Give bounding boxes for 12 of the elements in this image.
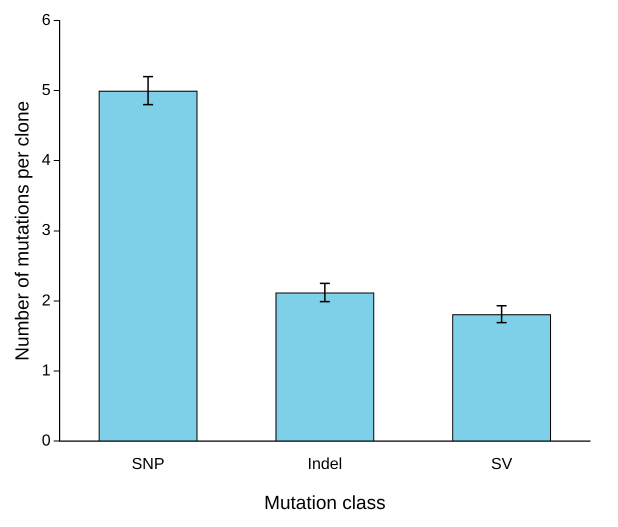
y-tick-label: 4 bbox=[42, 152, 51, 170]
y-axis-title: Number of mutations per clone bbox=[12, 100, 34, 361]
x-tick-label: SNP bbox=[132, 456, 165, 474]
y-tick-label: 6 bbox=[42, 12, 51, 30]
y-tick-label: 0 bbox=[42, 432, 51, 450]
y-tick-label: 1 bbox=[42, 362, 51, 380]
y-tick-label: 5 bbox=[42, 82, 51, 100]
x-axis-title: Mutation class bbox=[264, 492, 386, 514]
y-tick-label: 3 bbox=[42, 222, 51, 240]
x-tick-label: SV bbox=[490, 456, 513, 474]
x-tick-label: Indel bbox=[308, 456, 342, 474]
y-tick-label: 2 bbox=[42, 292, 51, 310]
